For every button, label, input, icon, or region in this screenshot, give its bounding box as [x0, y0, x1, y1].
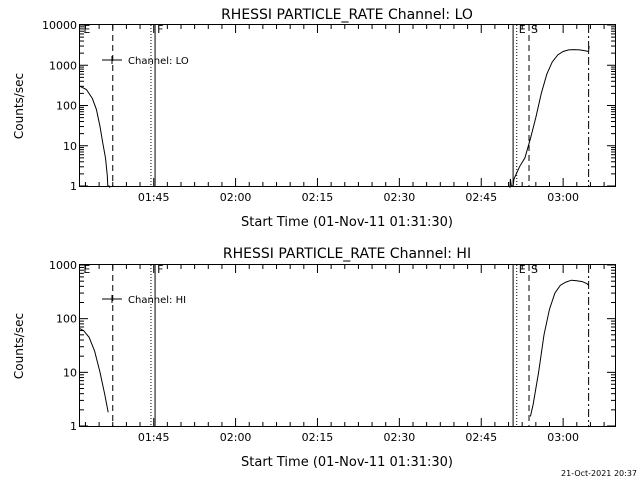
x-tick-label: 02:00	[220, 431, 252, 444]
x-tick-label: 02:45	[465, 191, 497, 204]
plot-frame	[79, 264, 616, 427]
chart-title: RHESSI PARTICLE_RATE Channel: LO	[221, 7, 473, 23]
y-axis-title: Counts/sec	[12, 313, 26, 379]
axis-ticks: 1 10 100 1000 10000 01:45 02:00 02:15 02:30 02:45…	[42, 19, 615, 204]
legend-label: Channel: LO	[128, 56, 189, 67]
y-axis-title: Counts/sec	[12, 73, 26, 139]
series-line	[79, 85, 111, 189]
x-tick-label: 02:30	[384, 191, 416, 204]
event-marker-label: S	[531, 23, 538, 36]
x-tick-label: 02:45	[465, 431, 497, 444]
y-tick-label: 1000	[49, 59, 77, 72]
x-axis-title: Start Time (01-Nov-11 01:31:30)	[241, 455, 453, 470]
x-tick-label: 02:00	[220, 191, 252, 204]
x-tick-label: 01:45	[138, 431, 170, 444]
x-axis-title: Start Time (01-Nov-11 01:31:30)	[241, 215, 453, 230]
axis-ticks: 1 10 100 1000 01:45 02:00 02:15 02:30 02:45 03:00	[49, 259, 615, 444]
legend: Channel: HI	[102, 295, 186, 306]
y-tick-label: 10	[63, 366, 77, 379]
event-marker-label: F	[157, 23, 163, 36]
x-tick-label: 02:15	[302, 431, 334, 444]
legend-label: Channel: HI	[128, 295, 186, 306]
x-tick-label: 01:45	[138, 191, 170, 204]
series-line	[79, 328, 109, 413]
y-tick-label: 1000	[49, 259, 77, 272]
y-tick-label: 10	[63, 140, 77, 153]
event-marker-label: E	[83, 23, 90, 36]
event-marker-label: E	[519, 23, 526, 36]
y-tick-label: 1	[70, 420, 77, 433]
series-line	[509, 45, 590, 188]
x-tick-label: 03:00	[547, 431, 579, 444]
event-marker-label: F	[157, 263, 163, 276]
event-marker-label: E	[519, 263, 526, 276]
y-tick-label: 100	[56, 100, 77, 113]
y-tick-label: 1	[70, 180, 77, 193]
timestamp: 21-Oct-2021 20:37	[561, 469, 637, 478]
data-curves	[79, 45, 590, 189]
y-tick-label: 100	[56, 313, 77, 326]
y-tick-label: 10000	[42, 19, 77, 32]
plot-frame	[79, 24, 616, 187]
x-tick-label: 02:30	[384, 431, 416, 444]
event-marker-label: E	[83, 263, 90, 276]
legend: Channel: LO	[102, 56, 189, 67]
x-tick-label: 02:15	[302, 191, 334, 204]
chart-title: RHESSI PARTICLE_RATE Channel: HI	[223, 246, 471, 262]
x-tick-label: 03:00	[547, 191, 579, 204]
series-line	[529, 279, 589, 417]
event-marker-label: S	[531, 263, 538, 276]
